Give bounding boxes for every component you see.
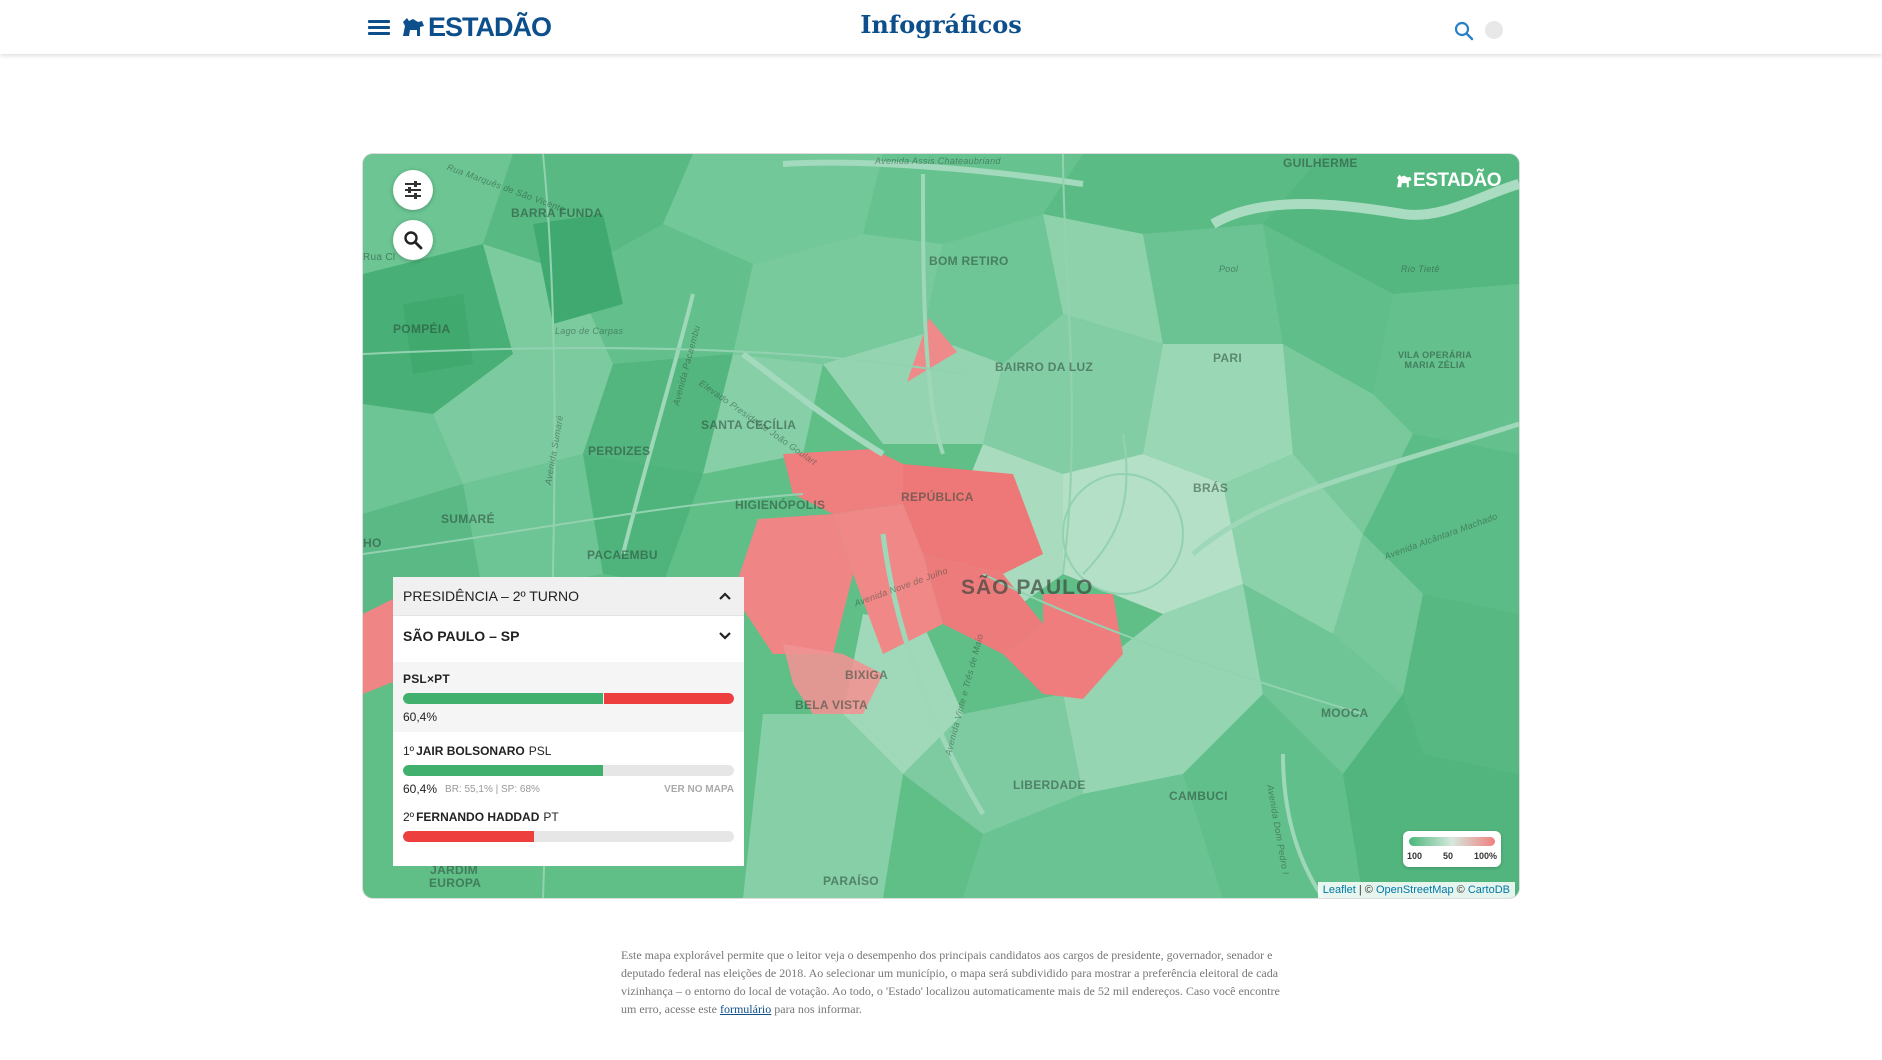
candidate-row: 1º JAIR BOLSONARO PSL 60,4% BR: 55,1% | SP…	[393, 732, 744, 804]
see-on-map-link[interactable]: VER NO MAPA	[664, 783, 734, 795]
versus-bar-psl	[403, 693, 603, 704]
election-selector[interactable]: PRESIDÊNCIA – 2º TURNO	[393, 577, 744, 616]
candidate-name: JAIR BOLSONARO	[416, 744, 525, 758]
candidate-name: FERNANDO HADDAD	[416, 810, 540, 824]
attribution-sep: ©	[1453, 884, 1468, 896]
map-brand-logo: ESTADÃO	[1395, 170, 1501, 192]
label-higienopolis: HIGIENÓPOLIS	[735, 498, 826, 512]
leaflet-link[interactable]: Leaflet	[1322, 884, 1356, 896]
label-guilherme: GUILHERME	[1283, 156, 1358, 170]
label-pool: Pool	[1219, 264, 1239, 274]
label-liberdade: LIBERDADE	[1013, 778, 1086, 792]
label-sao-paulo: SÃO PAULO	[961, 576, 1094, 599]
versus-percent: 60,4%	[403, 710, 438, 724]
legend-mid: 50	[1442, 851, 1453, 861]
candidate-title: 2º FERNANDO HADDAD PT	[403, 810, 734, 824]
search-icon	[404, 231, 423, 250]
cartodb-link[interactable]: CartoDB	[1467, 884, 1510, 896]
election-title: PRESIDÊNCIA – 2º TURNO	[403, 588, 580, 604]
label-rio-tiete: Rio Tietê	[1401, 264, 1440, 274]
description-text: Este mapa explorável permite que o leito…	[621, 948, 1280, 1016]
label-pacaembu: PACAEMBU	[587, 548, 658, 562]
label-bras: BRÁS	[1193, 481, 1229, 495]
horse-icon	[403, 18, 424, 36]
label-bixiga: BIXIGA	[845, 668, 889, 682]
city-title: SÃO PAULO – SP	[403, 628, 520, 644]
candidate-bar	[403, 831, 734, 842]
label-av-assis: Avenida Assis Chateaubriand	[875, 156, 1001, 166]
candidate-sub-stats: BR: 55,1% | SP: 68%	[445, 783, 540, 795]
candidate-meta: 60,4% BR: 55,1% | SP: 68% VER NO MAPA	[403, 782, 734, 796]
candidate-title: 1º JAIR BOLSONARO PSL	[403, 744, 734, 758]
user-avatar[interactable]	[1485, 21, 1503, 39]
label-lago-carpas: Lago de Carpas	[555, 326, 624, 336]
description-tail: para nos informar.	[771, 1002, 862, 1016]
top-header: ESTADÃO Infográficos	[0, 0, 1882, 54]
filters-button[interactable]	[393, 170, 433, 210]
label-pari: PARI	[1213, 351, 1242, 365]
label-ho: HO	[363, 536, 382, 550]
section-title[interactable]: Infográficos	[860, 10, 1022, 39]
candidate-rank: 2º	[403, 810, 415, 824]
versus-title: PSL×PT	[403, 672, 734, 686]
label-bairro-luz: BAIRRO DA LUZ	[995, 360, 1094, 374]
label-perdizes: PERDIZES	[588, 444, 651, 458]
label-rua-cl: Rua Cl	[363, 252, 396, 263]
versus-bar-pt	[603, 693, 734, 704]
versus-block: PSL×PT 60,4%	[393, 662, 744, 732]
label-bela-vista: BELA VISTA	[795, 698, 869, 712]
candidate-rank: 1º	[403, 744, 415, 758]
map-search-button[interactable]	[393, 220, 433, 260]
candidate-bar	[403, 765, 734, 776]
versus-x: ×	[426, 672, 435, 686]
label-sumare: SUMARÉ	[441, 512, 495, 526]
legend-left: 100	[1407, 851, 1423, 861]
versus-bar	[403, 693, 734, 704]
form-link[interactable]: formulário	[719, 1002, 772, 1016]
versus-right-party: PT	[434, 672, 450, 686]
osm-link[interactable]: OpenStreetMap	[1375, 884, 1454, 896]
map-attribution: Leaflet | © OpenStreetMap © CartoDB	[1317, 882, 1515, 898]
label-cambuci: CAMBUCI	[1169, 789, 1228, 803]
map-brand-text: ESTADÃO	[1413, 170, 1501, 191]
candidate-percent: 60,4%	[403, 782, 438, 796]
candidate-party: PT	[543, 810, 559, 824]
attribution-sep: | ©	[1355, 884, 1376, 896]
legend-ticks: 100 50 100%	[1407, 851, 1497, 861]
menu-icon[interactable]	[368, 17, 390, 37]
search-icon[interactable]	[1453, 20, 1475, 42]
label-paraiso: PARAÍSO	[823, 874, 879, 888]
map-legend: 100 50 100%	[1403, 831, 1501, 867]
candidate-bar-fill	[403, 765, 603, 776]
legend-gradient	[1409, 837, 1495, 846]
city-selector[interactable]: SÃO PAULO – SP	[393, 616, 744, 656]
legend-right: 100%	[1473, 851, 1497, 861]
label-santa-cecilia: SANTA CECÍLIA	[701, 418, 797, 432]
label-jardim-europa: JARDIM EUROPA	[429, 863, 482, 890]
election-map[interactable]: BARRA FUNDA BOM RETIRO GUILHERME POMPÉIA…	[363, 154, 1519, 898]
map-description: Este mapa explorável permite que o leito…	[621, 946, 1281, 1018]
candidate-bar-fill	[403, 831, 535, 842]
horse-icon	[1397, 174, 1412, 188]
label-vila-operaria: VILA OPERÁRIA MARIA ZÉLIA	[1397, 350, 1473, 370]
label-barra-funda: BARRA FUNDA	[511, 206, 603, 220]
chevron-up-icon[interactable]	[718, 591, 732, 601]
candidate-row: 2º FERNANDO HADDAD PT	[393, 804, 744, 850]
versus-left-party: PSL	[403, 672, 427, 686]
label-pompeia: POMPÉIA	[393, 322, 451, 336]
brand-name: ESTADÃO	[428, 11, 552, 42]
candidate-party: PSL	[528, 744, 552, 758]
label-bom-retiro: BOM RETIRO	[929, 254, 1009, 268]
chevron-down-icon[interactable]	[718, 631, 732, 641]
label-mooca: MOOCA	[1321, 706, 1369, 720]
label-republica: REPÚBLICA	[901, 490, 974, 504]
tune-icon	[405, 181, 421, 199]
estadao-logo[interactable]: ESTADÃO	[400, 10, 552, 44]
map-tiles[interactable]	[363, 154, 1519, 898]
results-panel: PRESIDÊNCIA – 2º TURNO SÃO PAULO – SP PS…	[393, 577, 744, 866]
